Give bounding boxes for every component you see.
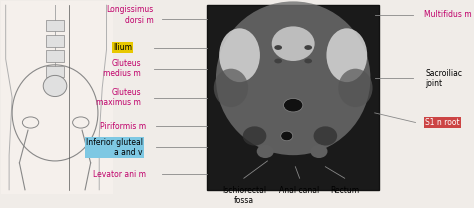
Text: Anal canal: Anal canal <box>280 186 320 195</box>
Bar <box>46 66 64 77</box>
Ellipse shape <box>219 28 260 82</box>
Ellipse shape <box>216 1 370 155</box>
Text: Rectum: Rectum <box>330 186 359 195</box>
Ellipse shape <box>310 145 328 158</box>
Bar <box>46 35 64 47</box>
Text: Ischiorectal
fossa: Ischiorectal fossa <box>222 186 266 205</box>
Ellipse shape <box>274 59 282 63</box>
Text: Ilium: Ilium <box>113 43 132 52</box>
Text: Multifidus m: Multifidus m <box>424 10 472 19</box>
Ellipse shape <box>304 45 312 50</box>
Bar <box>1 1 113 194</box>
Text: S1 n root: S1 n root <box>425 118 460 127</box>
Ellipse shape <box>283 98 303 112</box>
Ellipse shape <box>338 69 373 107</box>
Bar <box>207 5 379 190</box>
Ellipse shape <box>327 28 367 82</box>
Ellipse shape <box>257 145 274 158</box>
Ellipse shape <box>243 126 266 146</box>
Text: Levator ani m: Levator ani m <box>93 170 146 179</box>
Ellipse shape <box>43 75 67 97</box>
Text: Longissimus
dorsi m: Longissimus dorsi m <box>107 5 154 25</box>
Ellipse shape <box>272 26 315 61</box>
Ellipse shape <box>281 131 293 141</box>
Ellipse shape <box>274 45 282 50</box>
Text: Piriformis m: Piriformis m <box>100 122 146 131</box>
Ellipse shape <box>314 126 337 146</box>
Text: Inferior gluteal
a and v: Inferior gluteal a and v <box>86 138 143 157</box>
Text: Gluteus
maximus m: Gluteus maximus m <box>96 88 141 107</box>
Ellipse shape <box>214 69 248 107</box>
Text: Sacroiliac
joint: Sacroiliac joint <box>425 69 462 88</box>
Text: Gluteus
medius m: Gluteus medius m <box>103 59 141 78</box>
Ellipse shape <box>304 59 312 63</box>
Bar <box>46 20 64 31</box>
Bar <box>46 50 64 62</box>
